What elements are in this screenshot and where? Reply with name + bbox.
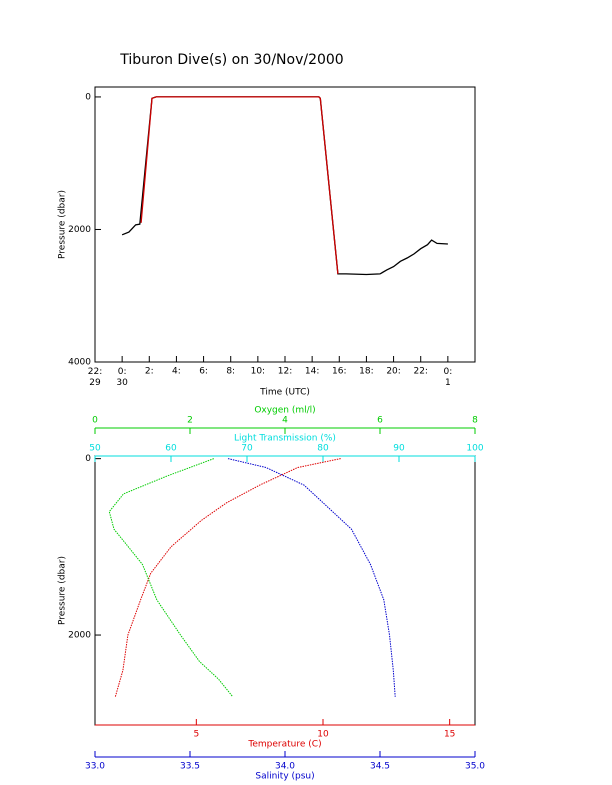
x-tick-label: 18:: [359, 367, 373, 377]
data-line: [121, 96, 448, 276]
x-tick-label: 100: [466, 444, 483, 454]
profile-line: [227, 458, 396, 697]
x-tick-label: 16:: [332, 367, 346, 377]
plot-frame: [94, 455, 476, 726]
x-tick-label: 34.0: [275, 762, 295, 772]
x-tick-label: 70: [241, 444, 253, 454]
x-axis-label: Light Transmission (%): [234, 434, 336, 444]
x-tick-label: 80: [317, 444, 329, 454]
data-line: [140, 96, 339, 274]
x-axis-label: Temperature (C): [247, 740, 321, 750]
x-tick-label: 0: 30: [116, 367, 128, 388]
x-tick-label: 22: 29: [88, 367, 102, 388]
x-tick-label: 8: [472, 416, 478, 426]
x-tick-label: 20:: [386, 367, 400, 377]
x-tick-label: 15: [444, 730, 455, 740]
x-tick-label: 90: [393, 444, 405, 454]
x-tick-label: 33.0: [85, 762, 105, 772]
x-tick-label: 6: [377, 416, 383, 426]
x-tick-label: 14:: [305, 367, 319, 377]
x-tick-label: 22:: [413, 367, 427, 377]
x-axis-label: Time (UTC): [259, 388, 310, 398]
x-tick-label: 8:: [226, 367, 235, 377]
y-axis-label: Pressure (dbar): [58, 190, 68, 259]
x-tick-label: 50: [89, 444, 101, 454]
x-tick-label: 10: [317, 730, 329, 740]
x-tick-label: 33.5: [180, 762, 200, 772]
x-tick-label: 2:: [145, 367, 154, 377]
x-tick-label: 35.0: [465, 762, 485, 772]
y-tick-label: 2000: [68, 631, 91, 641]
chart-title: Tiburon Dive(s) on 30/Nov/2000: [119, 52, 343, 68]
x-tick-label: 2: [187, 416, 193, 426]
x-tick-label: 5: [193, 730, 199, 740]
x-tick-label: 4: [282, 416, 288, 426]
y-tick-label: 2000: [68, 225, 91, 235]
x-axis-label: Salinity (psu): [255, 772, 314, 782]
x-tick-label: 10:: [251, 367, 265, 377]
x-tick-label: 34.5: [370, 762, 390, 772]
profile-line: [108, 458, 234, 698]
x-axis-label: Oxygen (ml/l): [254, 406, 315, 416]
x-tick-label: 12:: [278, 367, 292, 377]
y-tick-label: 0: [85, 454, 91, 464]
y-tick-label: 0: [85, 92, 91, 102]
x-tick-label: 4:: [172, 367, 181, 377]
x-tick-label: 0: 1: [443, 367, 452, 388]
y-tick-label: 4000: [68, 358, 91, 368]
x-tick-label: 6:: [199, 367, 208, 377]
y-axis-label: Pressure (dbar): [58, 556, 68, 625]
profile-line: [114, 458, 341, 697]
x-tick-label: 0: [92, 416, 98, 426]
x-tick-label: 60: [165, 444, 177, 454]
plot-frame: [94, 86, 476, 363]
